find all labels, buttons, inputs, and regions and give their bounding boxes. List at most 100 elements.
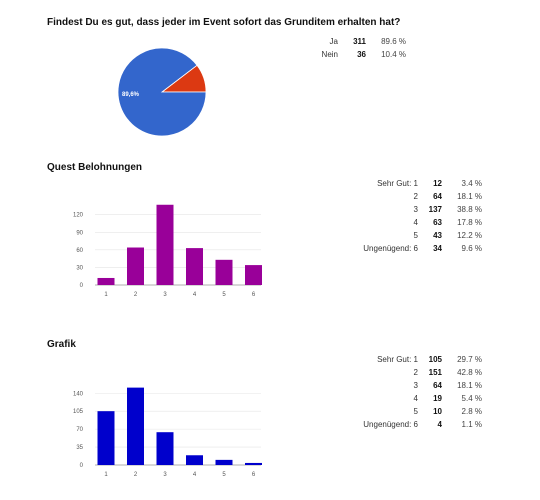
x-tick-label: 4	[193, 292, 197, 298]
stat-label: 3	[413, 381, 418, 390]
stats-row: 3 64 18.1 %	[354, 379, 482, 392]
stat-percent: 5.4 %	[461, 394, 482, 403]
stat-count: 19	[433, 394, 442, 403]
stat-label: Ja	[329, 37, 338, 46]
x-tick-label: 6	[252, 472, 256, 478]
y-tick-label: 120	[73, 213, 84, 219]
stat-percent: 18.1 %	[457, 192, 482, 201]
stat-percent: 42.8 %	[457, 368, 482, 377]
stat-count: 64	[433, 192, 442, 201]
stat-percent: 1.1 %	[461, 420, 482, 429]
bar-chart-grafik: 0 35 70 105 140 1 2 3 4 5 6	[73, 387, 262, 478]
stat-percent: 3.4 %	[461, 179, 482, 188]
stats-row: Ungenügend: 6 34 9.6 %	[354, 242, 482, 255]
question-2-stats: Sehr Gut: 1 12 3.4 % 2 64 18.1 % 3 137 38.8 % 4 63…	[354, 177, 482, 255]
bar	[215, 259, 233, 285]
stat-label: 5	[413, 231, 418, 240]
x-tick-label: 3	[163, 292, 167, 298]
x-tick-label: 6	[252, 292, 256, 298]
stats-row: 5 10 2.8 %	[354, 405, 482, 418]
stats-row: 5 43 12.2 %	[354, 229, 482, 242]
bar	[186, 455, 203, 465]
stats-row: 2 64 18.1 %	[354, 190, 482, 203]
stats-row: 2 151 42.8 %	[354, 366, 482, 379]
y-tick-label: 90	[76, 230, 83, 236]
stats-row: Sehr Gut: 1 12 3.4 %	[354, 177, 482, 190]
stat-label: Ungenügend: 6	[363, 420, 418, 429]
bar	[245, 462, 262, 465]
bar	[186, 248, 203, 285]
stat-percent: 9.6 %	[461, 244, 482, 253]
stat-count: 4	[437, 420, 442, 429]
stat-count: 63	[433, 218, 442, 227]
stat-count: 43	[433, 231, 442, 240]
bar	[215, 459, 233, 465]
stat-percent: 29.7 %	[457, 355, 482, 364]
stat-count: 311	[353, 37, 366, 46]
stat-count: 64	[433, 381, 442, 390]
stat-count: 137	[428, 205, 442, 214]
x-tick-label: 1	[104, 472, 108, 478]
question-1-title: Findest Du es gut, dass jeder im Event s…	[47, 17, 401, 28]
stats-row: Sehr Gut: 1 105 29.7 %	[354, 353, 482, 366]
x-tick-label: 5	[222, 472, 226, 478]
bar	[245, 265, 262, 285]
question-3-title: Grafik	[47, 339, 76, 350]
stat-count: 151	[428, 368, 442, 377]
question-3-stats: Sehr Gut: 1 105 29.7 % 2 151 42.8 % 3 64 18.1 % 4…	[354, 353, 482, 431]
stat-percent: 18.1 %	[457, 381, 482, 390]
stat-percent: 12.2 %	[457, 231, 482, 240]
bar	[127, 247, 144, 285]
y-tick-label: 0	[80, 463, 84, 469]
stat-label: Ungenügend: 6	[363, 244, 418, 253]
x-tick-label: 1	[104, 292, 108, 298]
pie-slice-ja	[117, 47, 207, 137]
stats-row: Nein 36 10.4 %	[308, 48, 406, 61]
question-2-title: Quest Belohnungen	[47, 162, 142, 173]
bar	[156, 432, 174, 465]
stat-label: 4	[413, 394, 418, 403]
stat-label: 2	[413, 368, 418, 377]
x-tick-label: 5	[222, 292, 226, 298]
x-tick-label: 2	[134, 292, 138, 298]
stat-label: Sehr Gut: 1	[377, 355, 418, 364]
stats-row: Ungenügend: 6 4 1.1 %	[354, 418, 482, 431]
stats-row: 4 19 5.4 %	[354, 392, 482, 405]
stat-percent: 38.8 %	[457, 205, 482, 214]
stat-label: 3	[413, 205, 418, 214]
y-tick-label: 105	[73, 409, 84, 415]
stat-label: 2	[413, 192, 418, 201]
question-1-stats: Ja 311 89.6 % Nein 36 10.4 %	[308, 35, 406, 61]
y-tick-label: 30	[76, 265, 83, 271]
stat-count: 105	[428, 355, 442, 364]
stat-count: 36	[357, 50, 366, 59]
stat-label: 4	[413, 218, 418, 227]
stat-percent: 10.4 %	[381, 50, 406, 59]
bar-chart-quest: 0 30 60 90 120 1 2 3 4 5 6	[73, 204, 262, 298]
x-tick-label: 3	[163, 472, 167, 478]
y-tick-label: 140	[73, 391, 84, 397]
stats-row: Ja 311 89.6 %	[308, 35, 406, 48]
stats-row: 3 137 38.8 %	[354, 203, 482, 216]
pie-chart: 89,6%	[117, 47, 207, 137]
stat-count: 10	[433, 407, 442, 416]
stat-percent: 89.6 %	[381, 37, 406, 46]
stats-row: 4 63 17.8 %	[354, 216, 482, 229]
stat-label: 5	[413, 407, 418, 416]
stat-count: 12	[433, 179, 442, 188]
stat-label: Sehr Gut: 1	[377, 179, 418, 188]
x-tick-label: 4	[193, 472, 197, 478]
pie-slice-label: 89,6%	[122, 92, 140, 98]
stat-count: 34	[433, 244, 442, 253]
bar	[156, 204, 174, 285]
y-tick-label: 60	[76, 248, 83, 254]
y-tick-label: 70	[76, 427, 83, 433]
stat-label: Nein	[321, 50, 338, 59]
x-tick-label: 2	[134, 472, 138, 478]
y-tick-label: 0	[80, 283, 84, 289]
bar	[127, 387, 144, 465]
y-tick-label: 35	[76, 445, 83, 451]
bar	[97, 277, 115, 285]
bar	[97, 411, 115, 465]
stat-percent: 2.8 %	[461, 407, 482, 416]
